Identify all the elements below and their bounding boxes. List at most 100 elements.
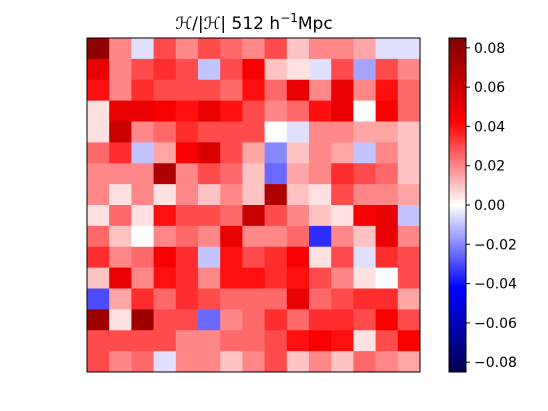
heatmap-cell (87, 309, 110, 331)
heatmap-cell (242, 100, 266, 123)
heatmap-cell (109, 205, 132, 227)
heatmap-cell (131, 246, 155, 269)
heatmap-cell (375, 351, 399, 373)
heatmap-cell (309, 351, 332, 373)
heatmap-cell (109, 121, 132, 143)
heatmap-cell (397, 79, 421, 102)
heatmap-cell (309, 205, 332, 227)
heatmap-cell (153, 225, 177, 248)
heatmap-cell (198, 142, 221, 164)
heatmap-cells (87, 38, 421, 373)
heatmap-cell (175, 79, 199, 102)
heatmap-cell (286, 267, 310, 290)
heatmap-cell (375, 163, 399, 185)
heatmap-cell (397, 142, 421, 164)
heatmap-cell (264, 121, 288, 143)
heatmap-cell (331, 351, 354, 373)
heatmap-cell (198, 288, 221, 310)
heatmap-cell (87, 330, 110, 352)
heatmap-cell (286, 142, 310, 164)
heatmap-cell (175, 225, 199, 248)
heatmap-cell (397, 351, 421, 373)
heatmap-cell (242, 142, 266, 164)
heatmap-cell (264, 309, 288, 331)
heatmap-cell (109, 288, 132, 310)
heatmap-cell (309, 267, 332, 290)
colorbar-tick-label: 0.06 (474, 80, 505, 96)
heatmap-cell (87, 267, 110, 290)
heatmap-cell (375, 309, 399, 331)
heatmap-cell (198, 205, 221, 227)
heatmap-cell (175, 205, 199, 227)
heatmap-cell (109, 79, 132, 102)
heatmap-cell (131, 163, 155, 185)
heatmap-cell (397, 121, 421, 143)
heatmap-cell (153, 288, 177, 310)
colorbar-tick-label: 0.00 (474, 198, 505, 214)
heatmap-cell (286, 121, 310, 143)
heatmap-cell (375, 267, 399, 290)
heatmap-cell (220, 351, 243, 373)
heatmap-cell (331, 267, 354, 290)
heatmap-cell (153, 38, 177, 60)
heatmap-cell (131, 205, 155, 227)
heatmap-cell (153, 184, 177, 206)
heatmap-cell (309, 121, 332, 143)
heatmap-cell (375, 58, 399, 81)
heatmap-cell (242, 309, 266, 331)
heatmap-cell (309, 288, 332, 310)
heatmap-cell (220, 205, 243, 227)
heatmap-cell (353, 351, 377, 373)
heatmap-cell (242, 58, 266, 81)
colorbar-tick-label: 0.04 (474, 119, 505, 135)
heatmap-cell (87, 79, 110, 102)
heatmap-cell (220, 267, 243, 290)
heatmap-cell (309, 38, 332, 60)
heatmap-cell (397, 225, 421, 248)
heatmap-cell (131, 330, 155, 352)
heatmap-cell (264, 351, 288, 373)
heatmap-cell (264, 225, 288, 248)
heatmap-cell (375, 142, 399, 164)
heatmap-cell (198, 121, 221, 143)
heatmap-cell (264, 288, 288, 310)
heatmap-cell (198, 309, 221, 331)
heatmap-cell (175, 330, 199, 352)
heatmap-cell (220, 58, 243, 81)
heatmap-cell (264, 163, 288, 185)
heatmap-cell (109, 267, 132, 290)
heatmap-cell (242, 121, 266, 143)
heatmap-cell (242, 225, 266, 248)
heatmap-cell (175, 309, 199, 331)
heatmap-cell (264, 184, 288, 206)
heatmap-cell (153, 100, 177, 123)
heatmap-cell (109, 163, 132, 185)
colorbar-tick-label: −0.06 (474, 316, 517, 332)
heatmap-cell (198, 184, 221, 206)
heatmap-cell (109, 58, 132, 81)
heatmap-cell (286, 288, 310, 310)
heatmap-cell (87, 225, 110, 248)
heatmap-cell (331, 142, 354, 164)
heatmap-cell (175, 267, 199, 290)
heatmap-cell (175, 142, 199, 164)
chart-title-main: ℋ/|ℋ| 512 h (175, 14, 280, 34)
heatmap-frame (86, 37, 421, 373)
heatmap-cell (397, 205, 421, 227)
heatmap-cell (286, 184, 310, 206)
heatmap-cell (198, 225, 221, 248)
heatmap-cell (198, 58, 221, 81)
heatmap-cell (131, 58, 155, 81)
heatmap-cell (286, 225, 310, 248)
chart-title-exponent: −1 (280, 11, 298, 25)
heatmap-cell (242, 184, 266, 206)
heatmap-cell (220, 100, 243, 123)
heatmap-cell (309, 142, 332, 164)
heatmap-cell (353, 121, 377, 143)
heatmap-cell (175, 246, 199, 269)
heatmap-cell (331, 79, 354, 102)
heatmap-cell (242, 351, 266, 373)
heatmap-cell (264, 205, 288, 227)
heatmap-cell (220, 38, 243, 60)
heatmap-cell (286, 163, 310, 185)
